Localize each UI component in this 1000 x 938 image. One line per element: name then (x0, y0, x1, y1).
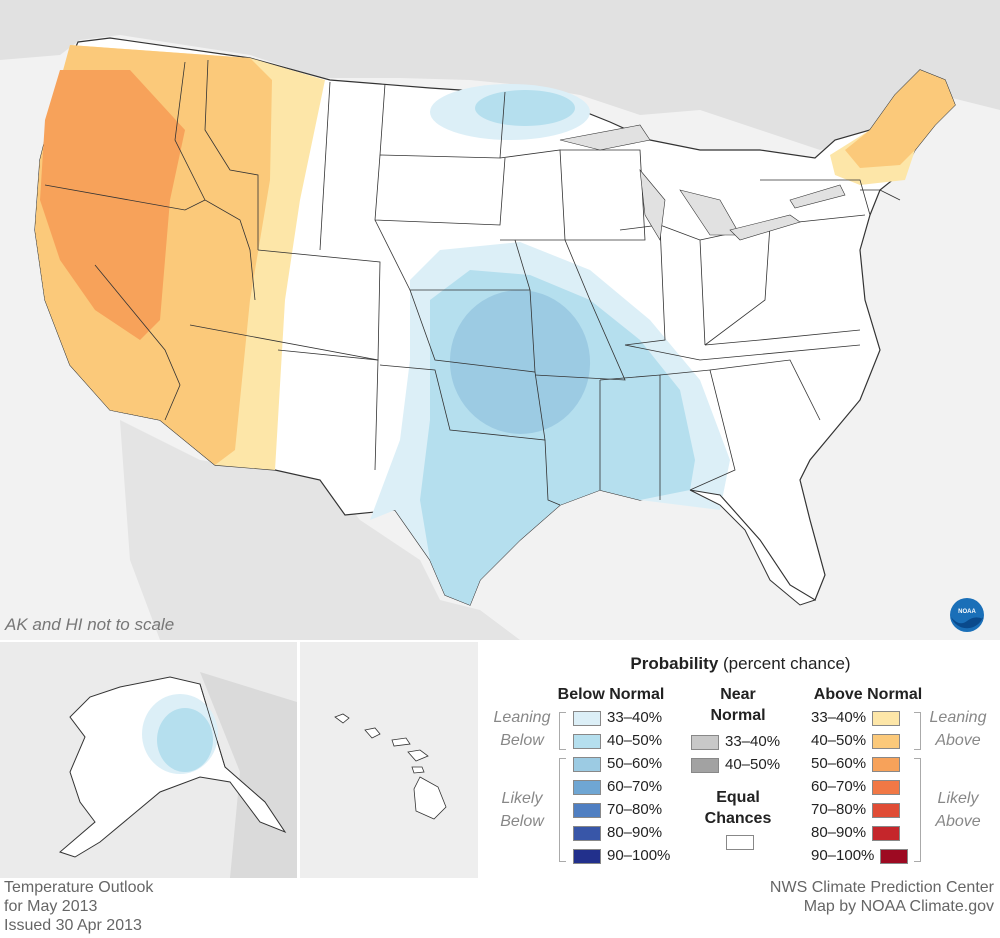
near-item-row: 33–40% (691, 734, 780, 750)
below-item-swatch (573, 825, 601, 841)
below-item-label: 80–90% (607, 824, 663, 841)
near-item-swatch (691, 734, 719, 750)
above-item-swatch (872, 825, 901, 841)
leaning-above-label: Leaning Above (929, 709, 987, 749)
below-item-row: 40–50% (573, 733, 662, 749)
above-item-row: 33–40% (811, 709, 901, 726)
conus-map (0, 0, 1000, 640)
above-item-swatch (872, 779, 901, 795)
above-heading: Above Normal (813, 686, 923, 703)
below-item-label: 50–60% (607, 755, 663, 772)
below-item-label: 60–70% (607, 778, 663, 795)
hawaii-inset (300, 642, 478, 878)
below-item-label: 90–100% (607, 847, 671, 864)
footer-issued-date: Issued 30 Apr 2013 (4, 917, 142, 934)
likely-above-bracket (914, 758, 921, 862)
above-item-swatch (872, 733, 901, 749)
likely-above-label: Likely Above (935, 790, 981, 830)
near-heading: Near Normal (710, 686, 766, 724)
above-item-row: 50–60% (811, 755, 901, 772)
alaska-inset-svg (0, 642, 297, 878)
above-item-label: 90–100% (811, 847, 875, 864)
above-item-label: 80–90% (811, 824, 867, 841)
below-item-row: 80–90% (573, 825, 662, 841)
hawaii-inset-svg (300, 642, 478, 878)
above-item-label: 33–40% (811, 709, 867, 726)
above-item-row: 70–80% (811, 801, 901, 818)
above-item-swatch (880, 848, 909, 864)
footer-left: Temperature Outlook for May 2013 Issued … (4, 878, 153, 935)
below-item-label: 70–80% (607, 801, 663, 818)
above-item-label: 40–50% (811, 732, 867, 749)
below-item-swatch (573, 802, 601, 818)
footer-credit: Map by NOAA Climate.gov (803, 898, 994, 915)
near-item-label: 40–50% (725, 756, 781, 773)
footer-outlook-period: for May 2013 (4, 898, 98, 915)
below-heading: Below Normal (557, 686, 665, 703)
legend-title: Probability (percent chance) (481, 654, 1000, 674)
above-item-row: 40–50% (811, 732, 901, 749)
below-item-swatch (573, 848, 601, 864)
footer-outlook-title: Temperature Outlook (4, 879, 154, 896)
below-item-swatch (573, 733, 601, 749)
noaa-logo-text: NOAA (958, 609, 976, 615)
above-item-row: 90–100% (811, 847, 909, 864)
below-item-swatch (573, 756, 601, 772)
likely-below-bracket (559, 758, 566, 862)
equal-chances-swatch (726, 835, 754, 850)
equal-chances-heading: Equal Chances (704, 789, 772, 827)
legend-title-rest: (percent chance) (718, 654, 851, 673)
leaning-below-label: Leaning Below (493, 709, 551, 749)
leaning-above-bracket (914, 712, 921, 750)
leaning-below-bracket (559, 712, 566, 750)
noaa-logo: NOAA (950, 598, 984, 632)
below-item-row: 90–100% (573, 848, 670, 864)
legend-title-bold: Probability (630, 654, 719, 673)
scale-note: AK and HI not to scale (5, 615, 175, 634)
near-item-label: 33–40% (725, 733, 781, 750)
below-item-row: 60–70% (573, 779, 662, 795)
footer-right: NWS Climate Prediction Center Map by NOA… (770, 878, 994, 916)
above-item-swatch (872, 710, 901, 726)
below-item-row: 70–80% (573, 802, 662, 818)
above-item-swatch (872, 802, 901, 818)
likely-below-label: Likely Below (500, 790, 544, 830)
conus-map-svg (0, 0, 1000, 640)
above-item-row: 60–70% (811, 778, 901, 795)
below-item-row: 33–40% (573, 710, 662, 726)
alaska-inset (0, 642, 297, 878)
above-item-label: 50–60% (811, 755, 867, 772)
near-item-row: 40–50% (691, 757, 780, 773)
below-item-swatch (573, 779, 601, 795)
above-item-swatch (872, 756, 901, 772)
below-item-label: 40–50% (607, 732, 663, 749)
below-item-row: 50–60% (573, 756, 662, 772)
above-item-row: 80–90% (811, 824, 901, 841)
above-item-label: 60–70% (811, 778, 867, 795)
near-item-swatch (691, 757, 719, 773)
legend: Probability (percent chance) Below Norma… (481, 642, 1000, 878)
footer-agency: NWS Climate Prediction Center (769, 879, 994, 896)
below-item-swatch (573, 710, 601, 726)
below-item-label: 33–40% (607, 709, 663, 726)
above-item-label: 70–80% (811, 801, 867, 818)
